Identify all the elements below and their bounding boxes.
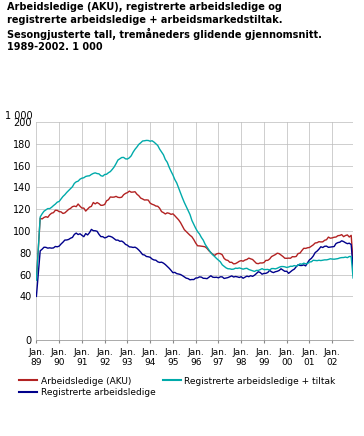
Legend: Arbeidsledige (AKU), Registrerte arbeidsledige, Registrerte arbeidsledige + tilt: Arbeidsledige (AKU), Registrerte arbeids…: [16, 373, 339, 401]
Text: 1 000: 1 000: [5, 111, 32, 121]
Text: Arbeidsledige (AKU), registrerte arbeidsledige og
registrerte arbeidsledige + ar: Arbeidsledige (AKU), registrerte arbeids…: [7, 2, 322, 52]
